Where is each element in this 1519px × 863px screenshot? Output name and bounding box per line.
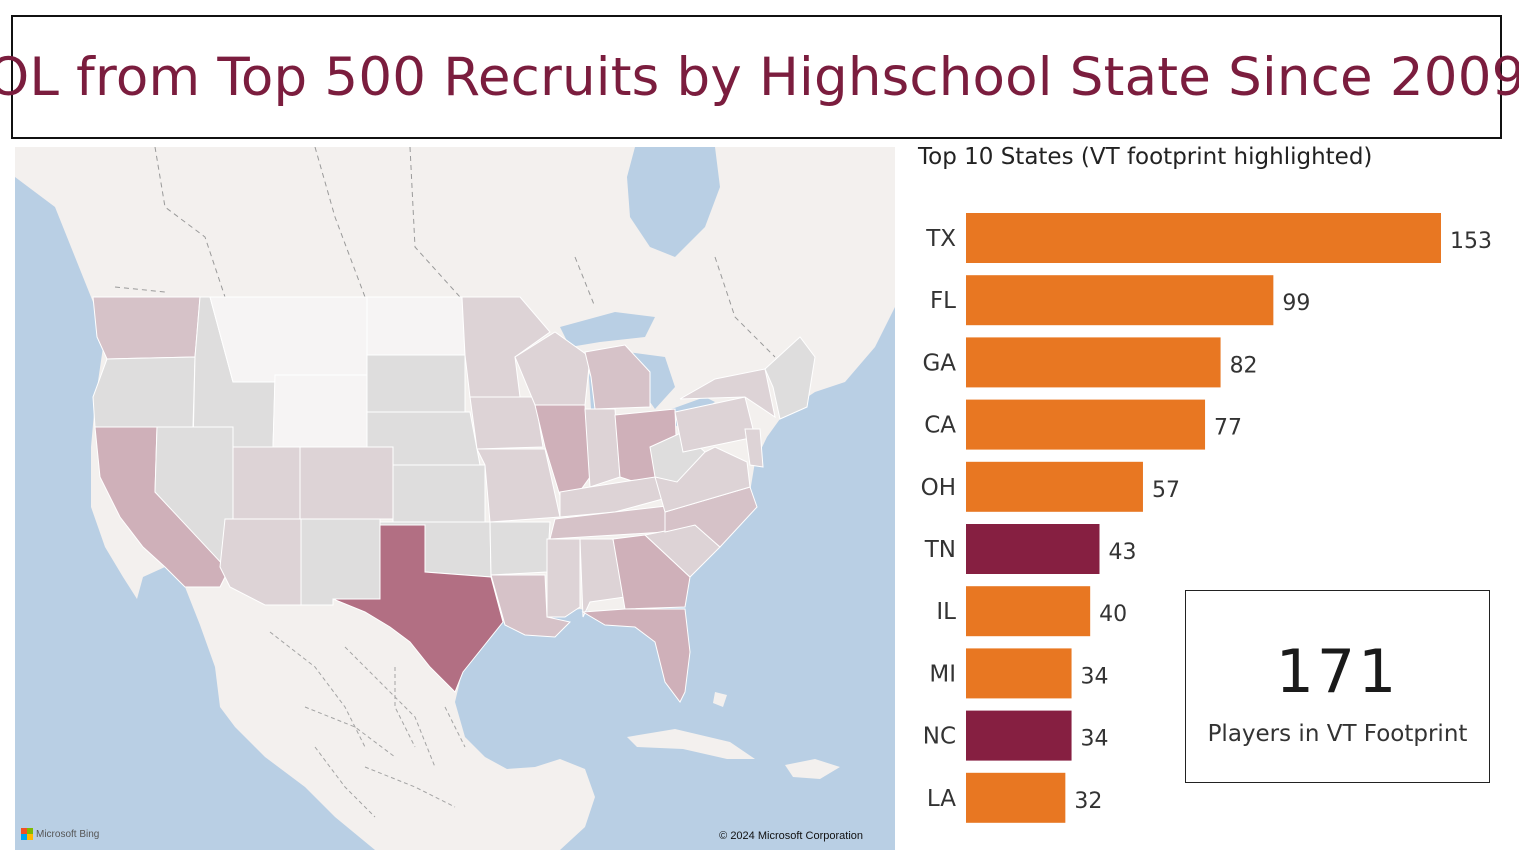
bing-logo[interactable]: Microsoft Bing	[21, 828, 99, 840]
bar-mi[interactable]	[966, 648, 1072, 699]
bar-ga[interactable]	[966, 337, 1221, 388]
data-label-oh: 57	[1152, 478, 1180, 503]
state-tx[interactable]	[332, 524, 504, 693]
bar-fl[interactable]	[966, 275, 1274, 326]
bar-nc[interactable]	[966, 710, 1072, 761]
bar-ca[interactable]	[966, 399, 1206, 450]
state-ga[interactable]	[612, 534, 691, 610]
state-fl[interactable]	[581, 608, 691, 703]
state-new-england[interactable]	[764, 336, 816, 420]
kpi-value: 171	[1275, 637, 1400, 707]
bar-chart: TX 153 FL 99 GA 82 CA 77 OH 57 TN 43 IL 40 MI 34 NC 34 LA 3…	[921, 213, 1492, 823]
data-label-fl: 99	[1282, 291, 1310, 316]
province-borders	[114, 147, 776, 358]
state-co[interactable]	[299, 446, 394, 520]
data-label-tn: 43	[1108, 540, 1136, 565]
data-label-ga: 82	[1230, 353, 1258, 378]
category-label-tn: TN	[924, 537, 956, 563]
state-ia[interactable]	[469, 396, 544, 450]
state-sd[interactable]	[366, 354, 466, 413]
category-label-fl: FL	[930, 288, 956, 314]
bar-oh[interactable]	[966, 461, 1143, 512]
state-ks[interactable]	[392, 464, 486, 523]
category-label-il: IL	[936, 599, 956, 625]
page-title: OL from Top 500 Recruits by Highschool S…	[0, 46, 1519, 108]
state-in[interactable]	[584, 408, 621, 488]
category-label-tx: TX	[925, 226, 956, 252]
state-nm[interactable]	[300, 518, 381, 606]
data-label-nc: 34	[1081, 727, 1109, 752]
data-label-il: 40	[1099, 602, 1127, 627]
state-wa[interactable]	[92, 296, 201, 360]
mexico-borders	[269, 631, 466, 818]
category-label-ga: GA	[922, 350, 956, 376]
state-nj-md-de[interactable]	[744, 428, 764, 468]
state-mt[interactable]	[209, 296, 368, 383]
baja-land	[190, 587, 267, 747]
kpi-label: Players in VT Footprint	[1207, 721, 1468, 747]
bing-logo-text: Microsoft Bing	[36, 828, 100, 840]
data-label-mi: 34	[1081, 664, 1109, 689]
map-copyright[interactable]: © 2024 Microsoft Corporation	[719, 830, 863, 842]
bar-la[interactable]	[966, 772, 1066, 823]
category-label-ca: CA	[924, 413, 956, 439]
bahamas	[713, 692, 727, 707]
state-wy[interactable]	[272, 374, 368, 448]
state-nd[interactable]	[366, 296, 466, 356]
bar-tn[interactable]	[966, 524, 1100, 574]
us-states	[92, 296, 816, 703]
title-box: OL from Top 500 Recruits by Highschool S…	[0, 15, 1519, 139]
cuba	[627, 729, 755, 759]
kpi-card: 171 Players in VT Footprint	[1185, 590, 1490, 783]
map-panel[interactable]: Microsoft Bing © 2024 Microsoft Corporat…	[15, 147, 895, 850]
state-or[interactable]	[92, 356, 196, 428]
state-la[interactable]	[490, 574, 572, 638]
us-choropleth-map[interactable]	[15, 147, 895, 850]
data-label-la: 32	[1074, 789, 1102, 814]
hispaniola	[785, 759, 840, 779]
state-ar[interactable]	[489, 521, 551, 576]
lake-superior	[560, 312, 655, 347]
state-ms[interactable]	[546, 538, 581, 618]
state-mn[interactable]	[461, 296, 551, 398]
chart-title: Top 10 States (VT footprint highlighted)	[918, 144, 1373, 170]
category-label-oh: OH	[921, 475, 956, 501]
state-mi[interactable]	[584, 344, 651, 410]
microsoft-logo-icon	[21, 828, 33, 840]
category-label-la: LA	[927, 786, 956, 812]
hudson-bay	[627, 147, 720, 257]
state-ny[interactable]	[679, 368, 776, 419]
data-label-ca: 77	[1214, 416, 1242, 441]
bar-tx[interactable]	[966, 213, 1441, 263]
state-mo[interactable]	[476, 448, 561, 523]
category-label-nc: NC	[923, 724, 956, 750]
bar-il[interactable]	[966, 586, 1091, 637]
data-label-tx: 153	[1450, 229, 1492, 254]
state-al[interactable]	[579, 538, 626, 618]
state-wi[interactable]	[514, 331, 591, 406]
category-label-mi: MI	[929, 661, 956, 687]
